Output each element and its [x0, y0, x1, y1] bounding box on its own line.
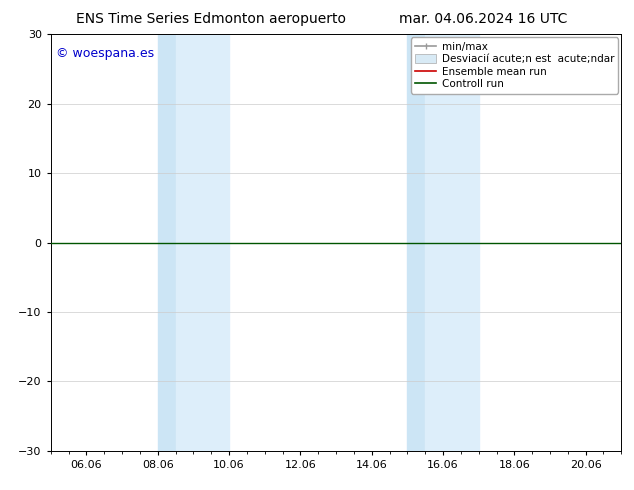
Text: ENS Time Series Edmonton aeropuerto: ENS Time Series Edmonton aeropuerto: [76, 12, 346, 26]
Bar: [407, 34, 425, 451]
Text: mar. 04.06.2024 16 UTC: mar. 04.06.2024 16 UTC: [399, 12, 568, 26]
Text: © woespana.es: © woespana.es: [56, 47, 155, 60]
Legend: min/max, Desviacií acute;n est  acute;ndar, Ensemble mean run, Controll run: min/max, Desviacií acute;n est acute;nda…: [411, 37, 618, 94]
Bar: [158, 34, 176, 451]
Bar: [176, 34, 229, 451]
Bar: [425, 34, 479, 451]
